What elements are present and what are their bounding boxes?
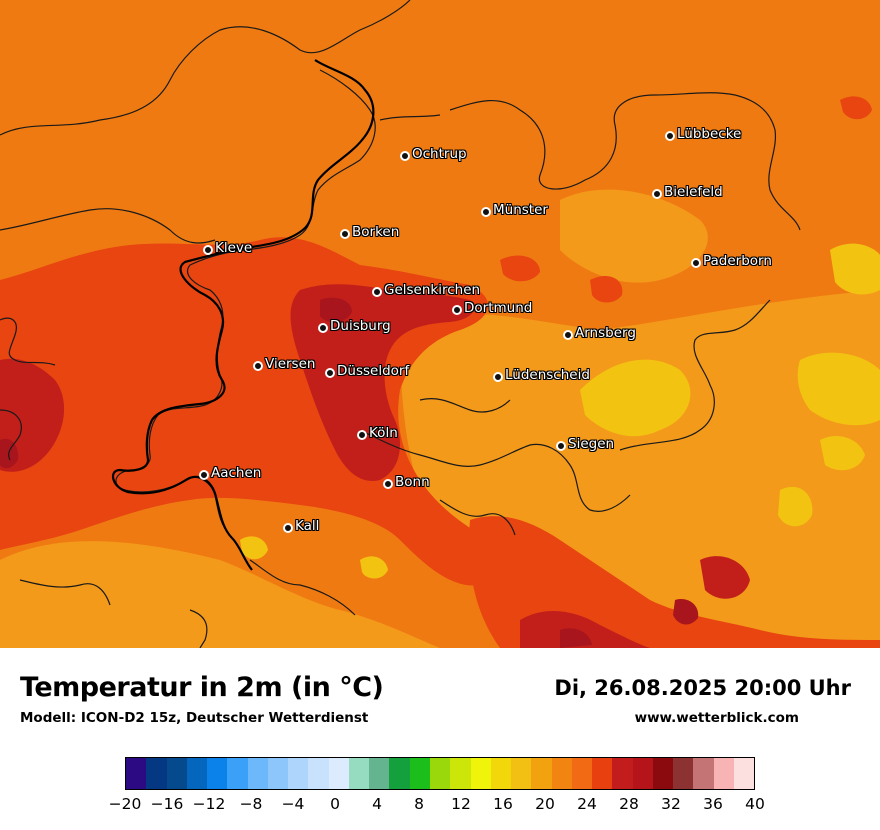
colorbar-tick-label: 32 — [661, 795, 681, 813]
city-label: Dortmund — [464, 300, 533, 316]
city-dot-icon — [493, 372, 503, 382]
colorbar-swatch — [409, 758, 430, 789]
colorbar-swatch — [652, 758, 674, 789]
city-label: Münster — [493, 202, 548, 218]
city-dot-icon — [372, 287, 382, 297]
colorbar-swatch — [531, 758, 552, 789]
city-label: Gelsenkirchen — [384, 282, 481, 298]
city-label: Kall — [295, 518, 320, 534]
colorbar-swatch — [328, 758, 349, 789]
colorbar-swatch — [450, 758, 471, 789]
city-dot-icon — [665, 131, 675, 141]
city-label: Köln — [369, 425, 398, 441]
temperature-zone-30c — [0, 297, 699, 648]
temperature-colorbar — [125, 757, 755, 790]
colorbar-swatch — [429, 758, 451, 789]
colorbar-ticks: −20 −16 −12 −8 −4 0 4 8 12 16 20 24 28 32 36 40 — [0, 795, 880, 819]
city-dot-icon — [563, 330, 573, 340]
map-title: Temperatur in 2m (in °C) — [20, 672, 384, 703]
colorbar-swatch — [166, 758, 187, 789]
colorbar-swatch — [693, 758, 714, 789]
city-label: Lübbecke — [677, 126, 742, 142]
city-dot-icon — [652, 189, 662, 199]
colorbar-tick-label: 16 — [493, 795, 513, 813]
colorbar-tick-label: 8 — [414, 795, 424, 813]
colorbar-tick-label: −8 — [239, 795, 263, 813]
temperature-field — [0, 0, 880, 648]
city-dot-icon — [199, 470, 209, 480]
city-label: Paderborn — [703, 253, 772, 269]
city-dot-icon — [340, 229, 350, 239]
colorbar-swatch — [673, 758, 694, 789]
city-dot-icon — [400, 151, 410, 161]
colorbar-swatch — [713, 758, 734, 789]
city-label: Viersen — [265, 356, 316, 372]
city-dot-icon — [283, 523, 293, 533]
temperature-zone-16c — [240, 243, 880, 579]
city-dot-icon — [691, 258, 701, 268]
colorbar-swatch — [632, 758, 653, 789]
colorbar-swatch — [288, 758, 309, 789]
colorbar-swatch — [470, 758, 491, 789]
city-label: Duisburg — [330, 318, 391, 334]
city-dot-icon — [357, 430, 367, 440]
colorbar-swatch — [348, 758, 370, 789]
colorbar-swatch — [308, 758, 329, 789]
city-label: Bonn — [395, 474, 430, 490]
city-label: Ochtrup — [412, 146, 467, 162]
city-label: Siegen — [568, 436, 615, 452]
national-border — [111, 59, 375, 571]
colorbar-swatch — [511, 758, 532, 789]
city-label: Bielefeld — [664, 184, 723, 200]
colorbar-swatch — [227, 758, 248, 789]
city-label: Borken — [352, 224, 400, 240]
temperature-zone-28c — [0, 284, 750, 648]
city-dot-icon — [325, 368, 335, 378]
city-label: Lüdenscheid — [505, 367, 590, 383]
colorbar-tick-label: 12 — [451, 795, 471, 813]
colorbar-tick-label: 40 — [745, 795, 765, 813]
valid-time: Di, 26.08.2025 20:00 Uhr — [554, 676, 851, 700]
administrative-borders — [0, 0, 801, 648]
colorbar-swatch — [490, 758, 512, 789]
colorbar-swatch — [551, 758, 572, 789]
colorbar-tick-label: 28 — [619, 795, 639, 813]
colorbar-tick-label: 24 — [577, 795, 597, 813]
temperature-map: Lübbecke Ochtrup Bielefeld Münster Borke… — [0, 0, 880, 648]
city-dot-icon — [556, 441, 566, 451]
city-dot-icon — [253, 361, 263, 371]
city-label: Düsseldorf — [337, 363, 410, 379]
colorbar-swatch — [126, 758, 147, 789]
colorbar-swatch — [571, 758, 593, 789]
colorbar-swatch — [186, 758, 208, 789]
colorbar-swatch — [733, 758, 755, 789]
colorbar-swatch — [369, 758, 390, 789]
colorbar-swatch — [612, 758, 633, 789]
colorbar-swatch — [389, 758, 410, 789]
colorbar-tick-label: 4 — [372, 795, 382, 813]
city-label: Aachen — [211, 465, 262, 481]
colorbar-tick-label: −20 — [108, 795, 142, 813]
colorbar-tick-label: −12 — [192, 795, 226, 813]
city-dot-icon — [318, 323, 328, 333]
colorbar-swatch — [247, 758, 268, 789]
colorbar-swatch — [146, 758, 167, 789]
city-dot-icon — [383, 479, 393, 489]
city-label: Arnsberg — [575, 325, 636, 341]
colorbar-swatch — [267, 758, 289, 789]
colorbar-tick-label: −16 — [150, 795, 184, 813]
source-link[interactable]: www.wetterblick.com — [634, 710, 799, 726]
colorbar-swatch — [592, 758, 613, 789]
city-dot-icon — [452, 305, 462, 315]
colorbar-tick-label: 0 — [330, 795, 340, 813]
city-dot-icon — [481, 207, 491, 217]
colorbar-tick-label: 20 — [535, 795, 555, 813]
city-dot-icon — [203, 245, 213, 255]
colorbar-tick-label: 36 — [703, 795, 723, 813]
colorbar-swatch — [207, 758, 228, 789]
colorbar-tick-label: −4 — [281, 795, 305, 813]
city-label: Kleve — [215, 240, 253, 256]
model-info: Modell: ICON-D2 15z, Deutscher Wetterdie… — [20, 710, 369, 726]
